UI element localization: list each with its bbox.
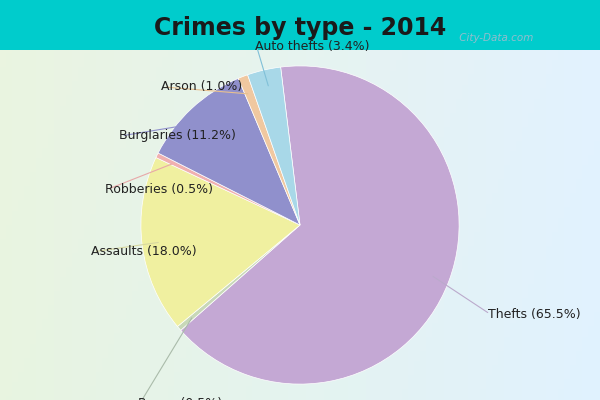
Text: Rapes (0.5%): Rapes (0.5%) <box>138 397 222 400</box>
Text: Crimes by type - 2014: Crimes by type - 2014 <box>154 16 446 40</box>
Wedge shape <box>158 78 300 225</box>
Wedge shape <box>178 225 300 330</box>
Text: Thefts (65.5%): Thefts (65.5%) <box>488 308 581 320</box>
Text: Auto thefts (3.4%): Auto thefts (3.4%) <box>254 40 369 53</box>
Wedge shape <box>141 158 300 326</box>
Wedge shape <box>156 153 300 225</box>
Wedge shape <box>238 75 300 225</box>
Text: Burglaries (11.2%): Burglaries (11.2%) <box>119 130 236 142</box>
Wedge shape <box>248 67 300 225</box>
Text: Assaults (18.0%): Assaults (18.0%) <box>91 245 197 258</box>
Text: Arson (1.0%): Arson (1.0%) <box>161 80 242 94</box>
Text: City-Data.com: City-Data.com <box>456 33 533 43</box>
Text: Robberies (0.5%): Robberies (0.5%) <box>105 183 213 196</box>
Wedge shape <box>181 66 459 384</box>
